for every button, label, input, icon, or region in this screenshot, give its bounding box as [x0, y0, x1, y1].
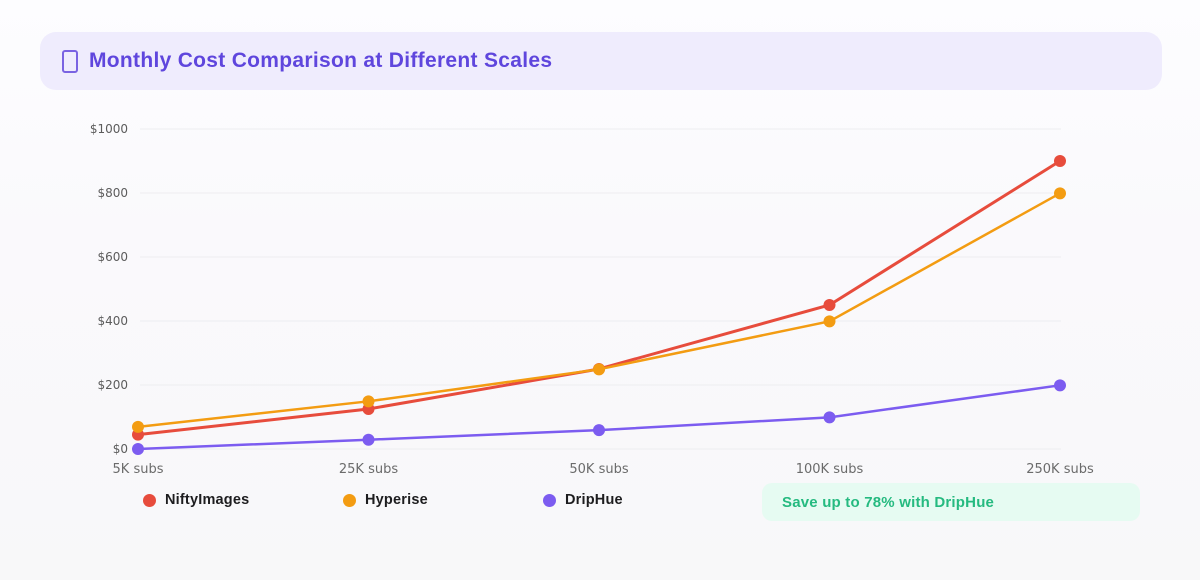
svg-text:25K subs: 25K subs [339, 462, 398, 477]
legend-label: Hyperise [365, 492, 428, 508]
svg-text:$400: $400 [97, 314, 128, 328]
svg-text:$200: $200 [97, 378, 128, 392]
missing-emoji-glyph-icon [62, 49, 78, 73]
niftyimages-dot-icon [143, 493, 156, 507]
legend-label: NiftyImages [165, 492, 250, 508]
page-title: Monthly Cost Comparison at Different Sca… [89, 49, 553, 72]
legend-item-hyperise[interactable]: Hyperise [343, 492, 428, 508]
svg-text:100K subs: 100K subs [796, 462, 864, 477]
svg-text:$600: $600 [97, 250, 128, 264]
legend-label: DripHue [565, 492, 623, 508]
savings-badge: Save up to 78% with DripHue [762, 483, 1140, 521]
savings-badge-text: Save up to 78% with DripHue [782, 493, 995, 511]
hyperise-dot-icon [343, 493, 356, 507]
chart-legend: NiftyImages Hyperise DripHue [0, 492, 1200, 520]
svg-text:$1000: $1000 [90, 122, 128, 136]
legend-item-niftyimages[interactable]: NiftyImages [143, 492, 249, 508]
svg-text:$800: $800 [97, 186, 128, 200]
driphue-dot-icon [543, 493, 556, 507]
svg-text:250K subs: 250K subs [1026, 462, 1094, 477]
svg-text:5K subs: 5K subs [113, 462, 164, 477]
svg-text:50K subs: 50K subs [569, 462, 628, 477]
svg-text:$0: $0 [113, 442, 128, 456]
legend-item-driphue[interactable]: DripHue [543, 492, 623, 508]
header-band: Monthly Cost Comparison at Different Sca… [40, 32, 1162, 90]
